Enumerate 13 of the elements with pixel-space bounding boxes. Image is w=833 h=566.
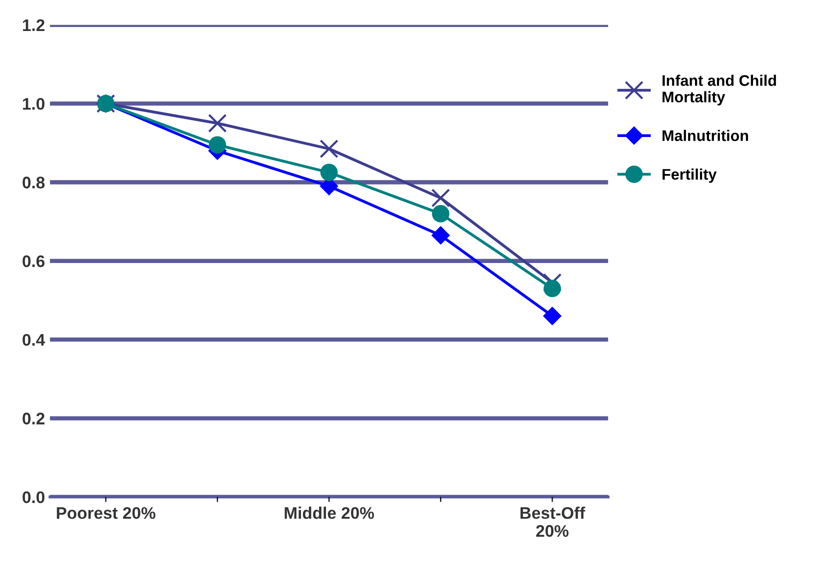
y-tick-label: 0.2 <box>22 412 44 424</box>
x-tick-label: Best-Off 20% <box>520 506 586 537</box>
y-tick-label: 0.0 <box>22 491 44 504</box>
y-tick-label: 0.4 <box>22 334 46 346</box>
y-tick-label: 0.6 <box>22 255 45 268</box>
legend-label: Malnutrition <box>662 130 748 142</box>
y-tick-label: 0.8 <box>22 176 45 188</box>
x-tick-label: Poorest 20% <box>56 507 156 519</box>
y-tick-label: 1.2 <box>23 19 44 31</box>
x-tick-label: Middle 20% <box>284 506 374 519</box>
y-tick-label: 1.0 <box>23 98 44 110</box>
legend-label: Infant and Child Mortality <box>662 74 776 106</box>
legend-label: Fertility <box>662 168 717 183</box>
